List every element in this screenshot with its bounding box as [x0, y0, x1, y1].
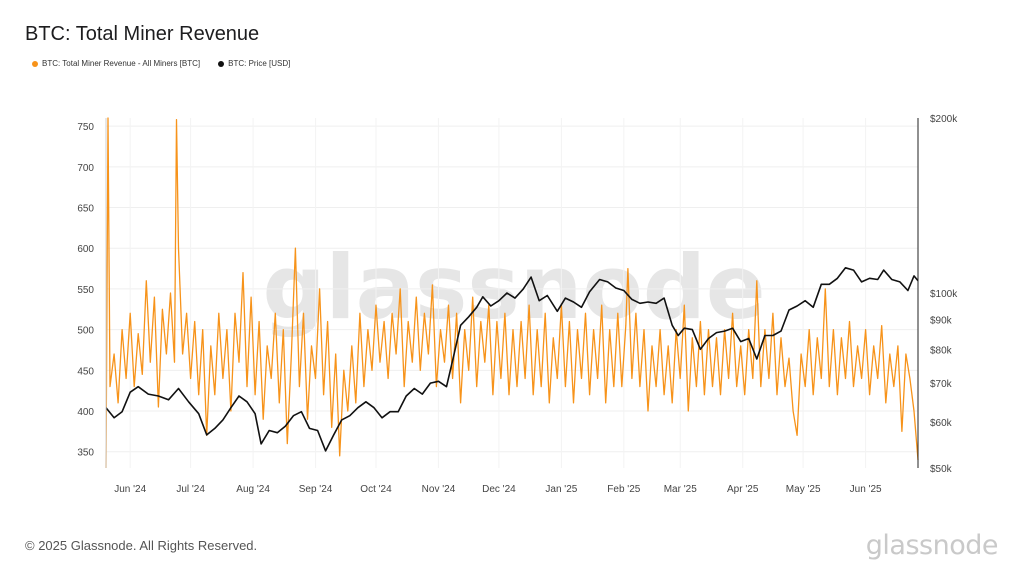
legend: BTC: Total Miner Revenue - All Miners [B… [32, 59, 290, 68]
y-left-tick-label: 650 [77, 204, 94, 215]
y-left-tick-label: 350 [77, 448, 94, 459]
x-tick-label: Jul '24 [176, 484, 205, 495]
x-tick-label: Apr '25 [727, 484, 759, 495]
copyright: © 2025 Glassnode. All Rights Reserved. [25, 538, 258, 553]
series-line-price[interactable] [105, 266, 919, 452]
x-tick-label: Aug '24 [236, 484, 270, 495]
x-tick-label: Mar '25 [664, 484, 697, 495]
y-left-tick-label: 750 [77, 122, 94, 133]
y-right-tick-label: $70k [930, 379, 953, 390]
page-title: BTC: Total Miner Revenue [25, 23, 260, 45]
legend-item-miner-revenue[interactable]: BTC: Total Miner Revenue - All Miners [B… [32, 59, 200, 68]
y-left-tick-label: 700 [77, 163, 94, 174]
x-tick-label: May '25 [786, 484, 821, 495]
y-right-tick-label: $200k [930, 114, 958, 125]
series-layer [105, 117, 919, 469]
axes: 350 400 450 500 550 600 650 700 750 $50k $60k $70k $… [77, 114, 958, 495]
x-tick-label: Jun '25 [850, 484, 882, 495]
y-left-tick-label: 450 [77, 366, 94, 377]
legend-label-price: BTC: Price [USD] [228, 59, 291, 68]
y-right-tick-label: $80k [930, 345, 953, 356]
y-left-tick-label: 600 [77, 244, 94, 255]
x-tick-label: Nov '24 [422, 484, 456, 495]
grid [106, 118, 918, 468]
legend-swatch-miner-revenue [32, 60, 38, 67]
brand-logo: glassnode [865, 530, 999, 561]
x-tick-label: Feb '25 [607, 484, 640, 495]
x-tick-label: Sep '24 [299, 484, 333, 495]
y-right-tick-label: $50k [930, 464, 953, 475]
y-right-tick-label: $100k [930, 289, 958, 300]
y-right-tick-label: $60k [930, 418, 953, 429]
legend-swatch-price [218, 60, 225, 67]
y-left-tick-label: 400 [77, 407, 94, 418]
legend-label-miner-revenue: BTC: Total Miner Revenue - All Miners [B… [42, 59, 201, 68]
watermark: glassnode [262, 236, 765, 339]
series-line-miner-revenue[interactable] [105, 117, 919, 469]
y-right-tick-label: $90k [930, 316, 953, 327]
legend-item-price[interactable]: BTC: Price [USD] [218, 59, 290, 68]
y-left-tick-label: 550 [77, 285, 94, 296]
x-tick-label: Dec '24 [482, 484, 516, 495]
x-tick-label: Jan '25 [545, 484, 577, 495]
y-left-tick-label: 500 [77, 326, 94, 337]
x-tick-label: Oct '24 [360, 484, 392, 495]
x-tick-label: Jun '24 [114, 484, 146, 495]
